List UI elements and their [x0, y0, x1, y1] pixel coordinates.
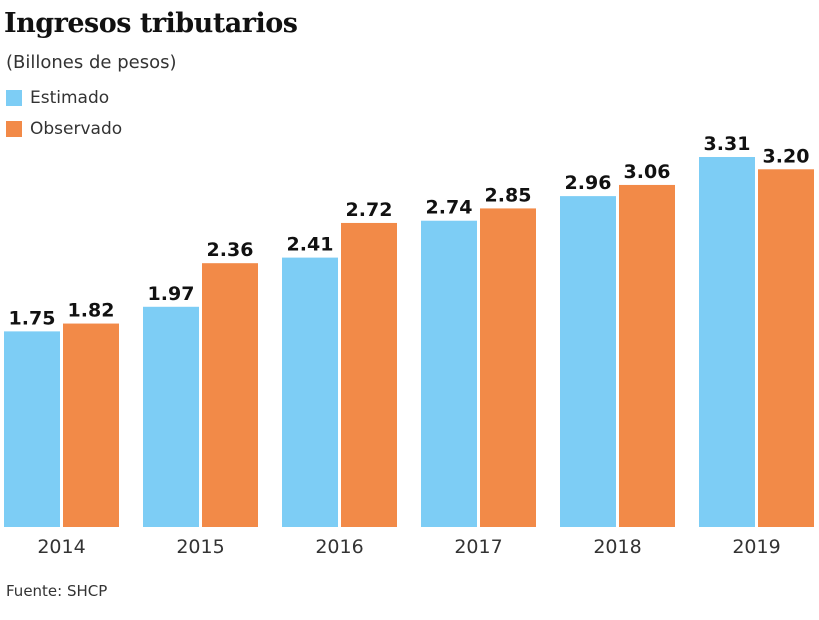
bar-observado-2016: [341, 222, 397, 527]
bar-observado-2019: [758, 169, 814, 527]
data-label: 1.97: [148, 283, 195, 305]
legend-swatch: [6, 121, 22, 137]
data-label: 2.85: [485, 184, 532, 206]
legend-swatch: [6, 90, 22, 106]
legend-item-observado: Observado: [6, 119, 122, 139]
x-tick-label: 2016: [315, 536, 363, 558]
bar-estimado-2015: [143, 306, 199, 527]
bar-estimado-2019: [699, 157, 755, 527]
data-label: 2.41: [287, 234, 334, 256]
x-tick-label: 2014: [37, 536, 85, 558]
data-label: 2.72: [346, 199, 393, 221]
x-tick-label: 2017: [454, 536, 502, 558]
data-label: 2.74: [426, 197, 473, 219]
data-label: 3.31: [704, 133, 751, 155]
x-tick-label: 2018: [593, 536, 641, 558]
bar-observado-2018: [619, 184, 675, 527]
bar-observado-2015: [202, 263, 258, 527]
bar-estimado-2016: [282, 257, 338, 527]
legend-label: Observado: [30, 119, 123, 139]
bar-estimado-2017: [421, 220, 477, 528]
data-label: 2.36: [207, 239, 254, 261]
data-label: 2.96: [565, 172, 612, 194]
bar-estimado-2014: [4, 331, 60, 527]
x-tick-label: 2015: [176, 536, 224, 558]
source-note: Fuente: SHCP: [6, 582, 108, 600]
data-label: 1.75: [9, 307, 56, 329]
bar-observado-2014: [63, 323, 119, 527]
x-tick-label: 2019: [732, 536, 780, 558]
chart-subtitle: (Billones de pesos): [6, 52, 177, 73]
data-label: 1.82: [68, 300, 115, 322]
legend-item-estimado: Estimado: [6, 88, 109, 108]
data-label: 3.06: [624, 161, 671, 183]
bar-observado-2017: [480, 208, 536, 528]
data-label: 3.20: [763, 145, 810, 167]
chart-title: Ingresos tributarios: [4, 8, 298, 39]
legend-label: Estimado: [30, 88, 110, 108]
bar-estimado-2018: [560, 196, 616, 527]
